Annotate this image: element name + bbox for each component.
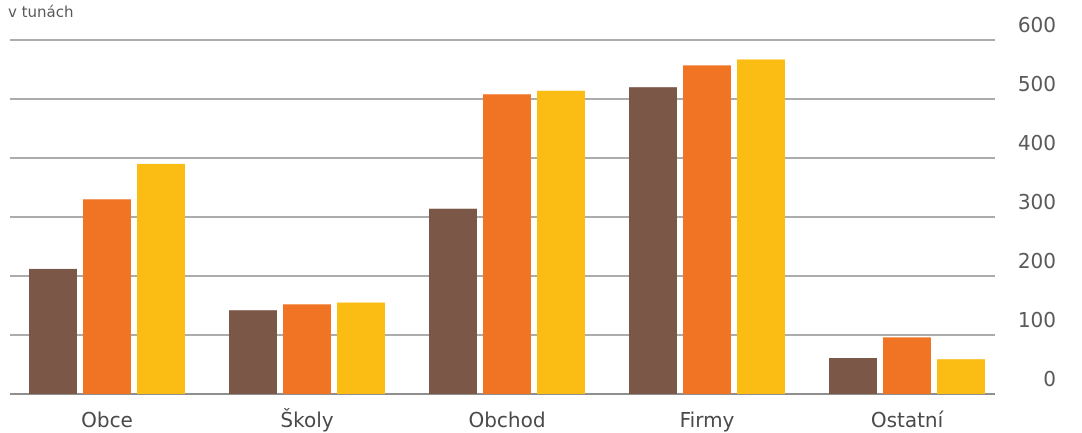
bar-obchod-3 [537,90,585,395]
y-tick-label: 200 [1018,249,1056,273]
bar-ostatní-2 [883,337,931,394]
bar-ostatní-3 [937,359,985,394]
y-tick-label: 0 [1043,367,1056,391]
bar-firmy-1 [629,87,677,394]
bar-obchod-2 [483,94,531,394]
x-category-label: Školy [280,408,333,432]
x-category-labels: Obce Školy Obchod Firmy Ostatní [81,408,944,432]
bars [29,59,985,395]
bar-školy-1 [229,310,277,394]
bar-obce-2 [83,199,131,394]
bar-obchod-1 [429,208,477,394]
y-tick-labels: 0 100 200 300 400 500 600 [1018,13,1056,391]
y-tick-label: 600 [1018,13,1056,37]
x-category-label: Ostatní [871,408,945,432]
bar-obce-1 [29,268,77,394]
bar-školy-3 [337,302,385,394]
bar-ostatní-1 [829,358,877,394]
bar-firmy-3 [737,59,785,394]
y-tick-label: 100 [1018,308,1056,332]
y-tick-label: 300 [1018,190,1056,214]
unit-label: v tunách [8,3,74,21]
bar-obce-3 [137,163,185,394]
bar-školy-2 [283,304,331,394]
bar-firmy-2 [683,65,731,395]
y-tick-label: 400 [1018,131,1056,155]
x-category-label: Obce [81,408,133,432]
x-category-label: Obchod [468,408,545,432]
y-tick-label: 500 [1018,72,1056,96]
x-category-label: Firmy [680,408,735,432]
